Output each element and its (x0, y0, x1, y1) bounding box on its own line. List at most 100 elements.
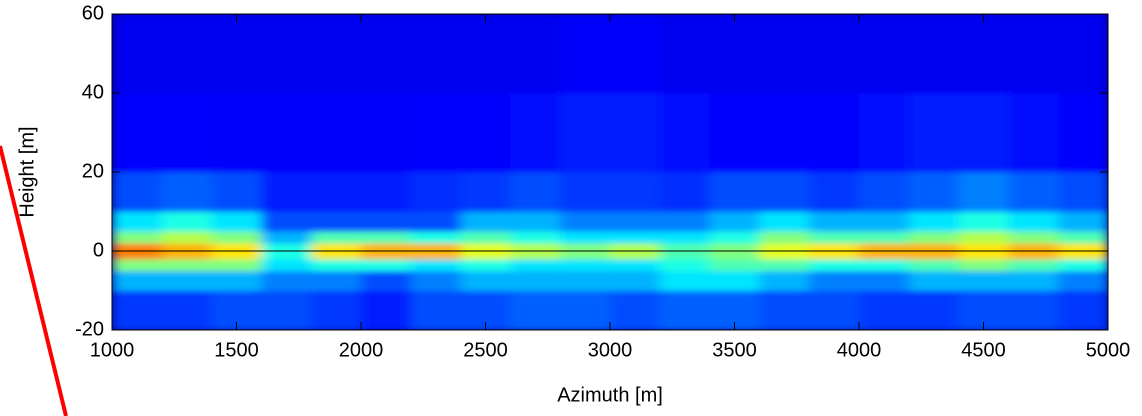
heatmap-cell (112, 290, 163, 330)
x-tick-label: 5000 (1086, 339, 1131, 361)
heatmap-cell (261, 270, 312, 291)
heatmap-cell (161, 258, 213, 272)
heatmap-cell (211, 211, 262, 232)
heatmap-cell (361, 270, 412, 291)
heatmap-cell (610, 290, 661, 330)
heatmap-cell (709, 172, 760, 212)
heatmap-cell (410, 14, 462, 94)
heatmap-cell (659, 14, 711, 94)
heatmap-cell (510, 258, 561, 272)
heatmap-cell (908, 231, 960, 244)
heatmap-cell (510, 211, 561, 232)
heatmap-cell (958, 211, 1009, 232)
heatmap-cell (311, 211, 362, 232)
heatmap-cell (610, 93, 661, 173)
heatmap-cell (211, 14, 262, 94)
heatmap-cell (112, 270, 163, 291)
heatmap-cell (809, 270, 860, 291)
heatmap-cell (859, 172, 910, 212)
heatmap-cell (211, 258, 262, 272)
heatmap-cell (311, 14, 362, 94)
heatmap-cell (610, 258, 661, 272)
heatmap-cell (211, 270, 262, 291)
heatmap-cell (1008, 258, 1059, 272)
x-tick-label: 2500 (463, 339, 508, 361)
heatmap-cell (311, 270, 362, 291)
heatmap-cell (958, 231, 1009, 244)
heatmap-cell (659, 231, 711, 244)
heatmap-cell (112, 93, 163, 173)
heatmap-cell (610, 231, 661, 244)
heatmap-cell (958, 14, 1009, 94)
heatmap-cell (908, 14, 960, 94)
heatmap-cell (759, 290, 810, 330)
heatmap-cell (809, 258, 860, 272)
heatmap-cell (510, 172, 561, 212)
heatmap-cell (859, 258, 910, 272)
x-tick-label: 2000 (339, 339, 384, 361)
heatmap-cell (610, 270, 661, 291)
heatmap-cell (709, 231, 760, 244)
heatmap-cell (759, 211, 810, 232)
heatmap-cell (460, 258, 511, 272)
heatmap-cell (659, 258, 711, 272)
heatmap-cell (261, 14, 312, 94)
heatmap-cell (759, 93, 810, 173)
x-tick-label: 3500 (712, 339, 757, 361)
heatmap-cell (311, 172, 362, 212)
heatmap-cell (908, 270, 960, 291)
x-tick-label: 1000 (90, 339, 135, 361)
red-stroke (0, 145, 68, 416)
heatmap-cell (211, 231, 262, 244)
heatmap-cell (610, 211, 661, 232)
heatmap-cell (908, 93, 960, 173)
heatmap-cell (161, 172, 213, 212)
heatmap-cell (958, 172, 1009, 212)
heatmap-cell (809, 231, 860, 244)
heatmap-cell (1058, 172, 1108, 212)
heatmap-cell (859, 93, 910, 173)
heatmap-cell (161, 211, 213, 232)
heatmap-cell (510, 14, 561, 94)
heatmap-cell (908, 258, 960, 272)
axes: 1000 1500 2000 2500 3000 3500 4000 4500 5000 -20 0… (75, 2, 1130, 361)
heatmap-cell (709, 258, 760, 272)
heatmap-cell (1008, 14, 1059, 94)
heatmap-cell (560, 14, 611, 94)
heatmap-cell (460, 270, 511, 291)
heatmap-cell (1008, 93, 1059, 173)
y-axis-label: Height [m] (16, 126, 38, 217)
heatmap-cell (560, 172, 611, 212)
heatmap-cell (410, 172, 462, 212)
heatmap-cell (859, 231, 910, 244)
heatmap-cell (1008, 290, 1059, 330)
heatmap-cell (161, 270, 213, 291)
y-tick-label: 0 (93, 239, 104, 261)
heatmap-cell (510, 93, 561, 173)
heatmap-cell (261, 258, 312, 272)
heatmap-cell (161, 14, 213, 94)
heatmap-cell (161, 290, 213, 330)
heatmap-cell (659, 172, 711, 212)
heatmap-cell (759, 258, 810, 272)
heatmap-cell (410, 211, 462, 232)
heatmap-cell (261, 93, 312, 173)
heatmap-cell (510, 231, 561, 244)
heatmap-cell (759, 14, 810, 94)
heatmap-cell (361, 258, 412, 272)
heatmap-cell (560, 290, 611, 330)
x-tick-label: 1500 (214, 339, 259, 361)
heatmap-cell (709, 211, 760, 232)
heatmap-cell (809, 93, 860, 173)
heatmap-cell (460, 231, 511, 244)
heatmap-cell (311, 290, 362, 330)
heatmap-cell (112, 172, 163, 212)
heatmap-cell (211, 172, 262, 212)
heatmap-cell (1058, 258, 1108, 272)
heatmap-cell (361, 172, 412, 212)
heatmap-cell (560, 93, 611, 173)
heatmap-cell (112, 258, 163, 272)
heatmap-cell (659, 93, 711, 173)
